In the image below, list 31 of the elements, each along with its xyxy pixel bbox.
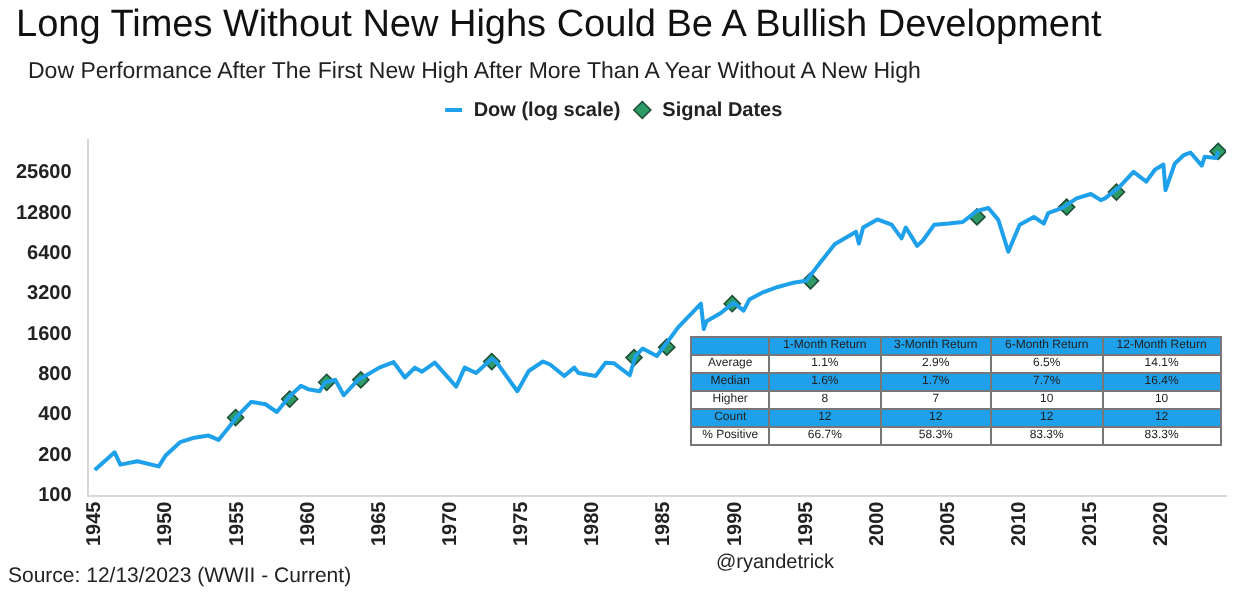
x-tick-label: 2000 (866, 500, 889, 547)
source-note: Source: 12/13/2023 (WWII - Current) (8, 564, 352, 588)
y-tick-label: 100 (38, 485, 73, 508)
y-tick-label: 400 (38, 404, 73, 427)
legend-label: Dow (log scale) (473, 99, 621, 122)
x-tick-label: 1980 (582, 500, 605, 547)
text: @ryandetrick (716, 552, 835, 574)
x-tick-label: 1985 (653, 500, 676, 547)
x-tick-label: 1965 (368, 500, 391, 547)
x-tick-label: 1995 (795, 500, 818, 547)
x-tick-label: 1955 (226, 500, 249, 547)
x-tick-label: 1970 (439, 500, 462, 547)
y-tick-label: 800 (38, 364, 73, 386)
chart-title: Long Times Without New Highs Could Be A Bullish Development (16, 4, 1102, 48)
x-tick-label: 2020 (1151, 500, 1174, 547)
y-tick-label: 1600 (27, 323, 73, 346)
y-tick-label: 3200 (27, 283, 73, 306)
y-tick-label: 25600 (15, 162, 73, 185)
x-tick-label: 2015 (1080, 500, 1103, 547)
x-tick-label: 2010 (1009, 500, 1032, 547)
x-tick-label: 1960 (297, 500, 320, 547)
x-tick-label: 1945 (84, 500, 107, 547)
legend-label: Signal Dates (662, 99, 784, 122)
chart-subtitle: Dow Performance After The First New High After More Than A Year Without A New High (28, 60, 921, 84)
x-tick-label: 2005 (938, 500, 961, 547)
y-tick-label: 12800 (15, 202, 73, 225)
y-tick-label: 200 (38, 444, 73, 467)
x-tick-label: 1950 (155, 500, 178, 547)
x-tick-label: 1990 (724, 500, 747, 547)
x-tick-label: 1975 (511, 500, 534, 547)
y-tick-label: 6400 (27, 243, 73, 265)
